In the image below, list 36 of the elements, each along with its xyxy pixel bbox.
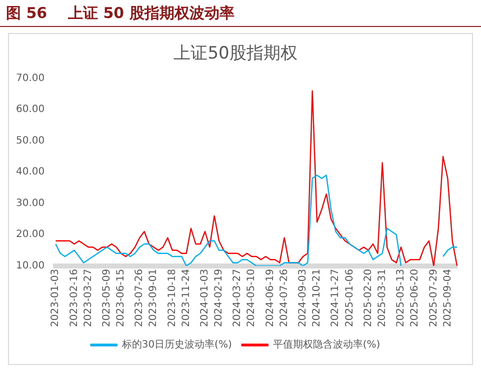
x-tick-label: 2024-03-27 — [232, 268, 244, 328]
legend-label: 平值期权隐含波动率(%) — [272, 338, 380, 351]
x-tick-label: 2024-09-03 — [298, 268, 309, 328]
x-tick-label: 2025-09-04 — [442, 268, 454, 328]
chart-title: 图 56 上证 50 股指期权波动率 — [0, 0, 481, 27]
x-tick-label: 2025-05-13 — [396, 268, 407, 328]
y-tick-label: 70.00 — [16, 72, 45, 84]
x-tick-label: 2024-01-03 — [200, 268, 211, 328]
x-tick-label: 2023-09-01 — [148, 268, 160, 328]
x-tick-label: 2025-06-20 — [410, 268, 421, 328]
x-tick-label: 2024-02-19 — [214, 268, 225, 328]
chart-subtitle: 上证50股指期权 — [174, 44, 298, 64]
x-tick-label: 2023-01-03 — [50, 268, 62, 328]
y-tick-label: 30.00 — [16, 198, 45, 209]
y-tick-label: 60.00 — [16, 104, 45, 116]
x-tick-label: 2023-10-18 — [166, 268, 178, 328]
x-tick-label: 2025-07-29 — [428, 268, 440, 328]
x-tick-label: 2025-03-31 — [376, 268, 388, 328]
x-tick-label: 2025-02-20 — [362, 268, 374, 328]
x-tick-label: 2024-10-21 — [312, 268, 323, 328]
x-tick-label: 2023-02-16 — [68, 268, 80, 328]
x-tick-label: 2024-06-19 — [264, 268, 276, 328]
x-tick-label: 2024-07-26 — [278, 268, 290, 328]
x-tick-label: 2023-03-27 — [82, 268, 94, 328]
x-tick-label: 2024-05-10 — [246, 268, 258, 328]
x-tick-label: 2024-11-27 — [330, 268, 342, 328]
x-tick-label: 2025-01-06 — [344, 268, 356, 328]
y-tick-label: 50.00 — [16, 135, 45, 146]
x-tick-label: 2023-07-26 — [134, 268, 146, 328]
y-tick-label: 40.00 — [16, 166, 45, 178]
y-tick-label: 20.00 — [16, 229, 45, 240]
y-tick-label: 10.00 — [16, 260, 45, 272]
x-tick-label: 2023-11-24 — [180, 268, 192, 328]
x-tick-label: 2023-06-15 — [116, 268, 127, 328]
x-tick-label: 2023-05-09 — [102, 268, 113, 328]
legend-label: 标的30日历史波动率(%) — [120, 338, 232, 351]
